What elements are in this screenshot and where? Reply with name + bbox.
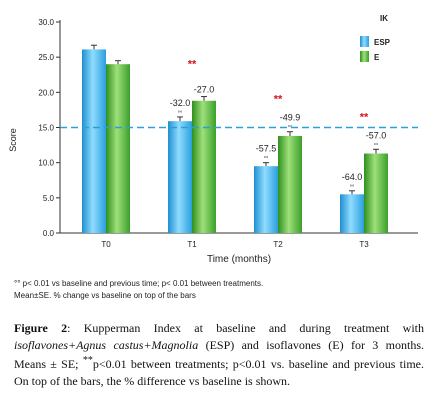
y-axis-label: Score <box>8 128 18 152</box>
significance-marker-degree: °° <box>264 157 269 163</box>
bar-value-label: -57.0 <box>366 130 387 140</box>
significance-marker-degree: °° <box>374 143 379 149</box>
bar-e-t0 <box>106 64 130 233</box>
bar-esp-t1 <box>168 121 192 233</box>
bar-e-t1 <box>192 100 216 233</box>
y-tick-label: 0.0 <box>43 229 55 238</box>
y-tick-label: 30.0 <box>38 18 54 27</box>
caption-text-1: : Kupperman Index at baseline and during… <box>67 321 424 335</box>
x-axis: T0 T1 T2 T3 <box>60 232 418 249</box>
chart-title: IK <box>380 14 388 23</box>
y-tick-label: 25.0 <box>38 53 54 62</box>
x-tick-label: T0 <box>101 240 111 249</box>
bar-esp-t3 <box>340 194 364 233</box>
y-tick-label: 20.0 <box>38 88 54 97</box>
x-tick-label: T2 <box>273 240 283 249</box>
bars <box>82 44 388 234</box>
x-tick-label: T3 <box>359 240 369 249</box>
caption-text-3: p<0.01 between treatments; p<0.01 vs. ba… <box>14 357 424 388</box>
bar-esp-t0 <box>82 49 106 234</box>
bar-value-label: -57.5 <box>256 144 277 154</box>
bar-value-label: -27.0 <box>194 85 215 95</box>
footnote-significance: °° p< 0.01 vs baseline and previous time… <box>14 279 264 288</box>
bar-labels: °° -32.0-27.0 °° -57.5 °° -49.9 °° -64.0 °° -57.0… <box>170 59 387 191</box>
x-tick-label: T1 <box>187 240 197 249</box>
legend-swatch-e <box>360 51 369 62</box>
y-tick-label: 15.0 <box>38 124 54 133</box>
x-axis-label: Time (months) <box>207 254 271 265</box>
caption-label: Figure 2 <box>14 321 68 335</box>
bar-value-label: -49.9 <box>280 113 301 123</box>
y-tick-label: 10.0 <box>38 159 54 168</box>
caption-significance-marker: ** <box>82 355 93 366</box>
bar-esp-t2 <box>254 166 278 233</box>
significance-stars: ** <box>188 59 197 71</box>
bar-value-label: -32.0 <box>170 98 191 108</box>
legend: ESP E <box>360 36 391 62</box>
figure-caption: Figure 2: Kupperman Index at baseline an… <box>14 320 424 389</box>
bar-e-t2 <box>278 135 302 233</box>
footnote-mean-se: Mean±SE. % change vs baseline on top of … <box>14 291 196 300</box>
caption-text-2: (ESP) and isoflavones (E) for 3 months. … <box>14 337 424 372</box>
legend-label-esp: ESP <box>374 38 391 47</box>
bar-e-t3 <box>364 153 388 233</box>
significance-marker-degree: °° <box>288 126 293 132</box>
legend-label-e: E <box>374 53 380 62</box>
significance-marker-degree: °° <box>350 185 355 191</box>
legend-swatch-esp <box>360 36 369 47</box>
chart: 0.0 5.0 10.0 15.0 20.0 25.0 30.0 T0 T1 T2 T3 Scor… <box>8 14 418 265</box>
y-axis: 0.0 5.0 10.0 15.0 20.0 25.0 30.0 <box>38 18 61 238</box>
significance-stars: ** <box>360 111 369 123</box>
bar-value-label: -64.0 <box>342 172 363 182</box>
caption-text-italic: isoflavones+Agnus castus+Magnolia <box>14 337 199 352</box>
significance-stars: ** <box>274 94 283 106</box>
significance-marker-degree: °° <box>178 111 183 117</box>
y-tick-label: 5.0 <box>43 194 55 203</box>
